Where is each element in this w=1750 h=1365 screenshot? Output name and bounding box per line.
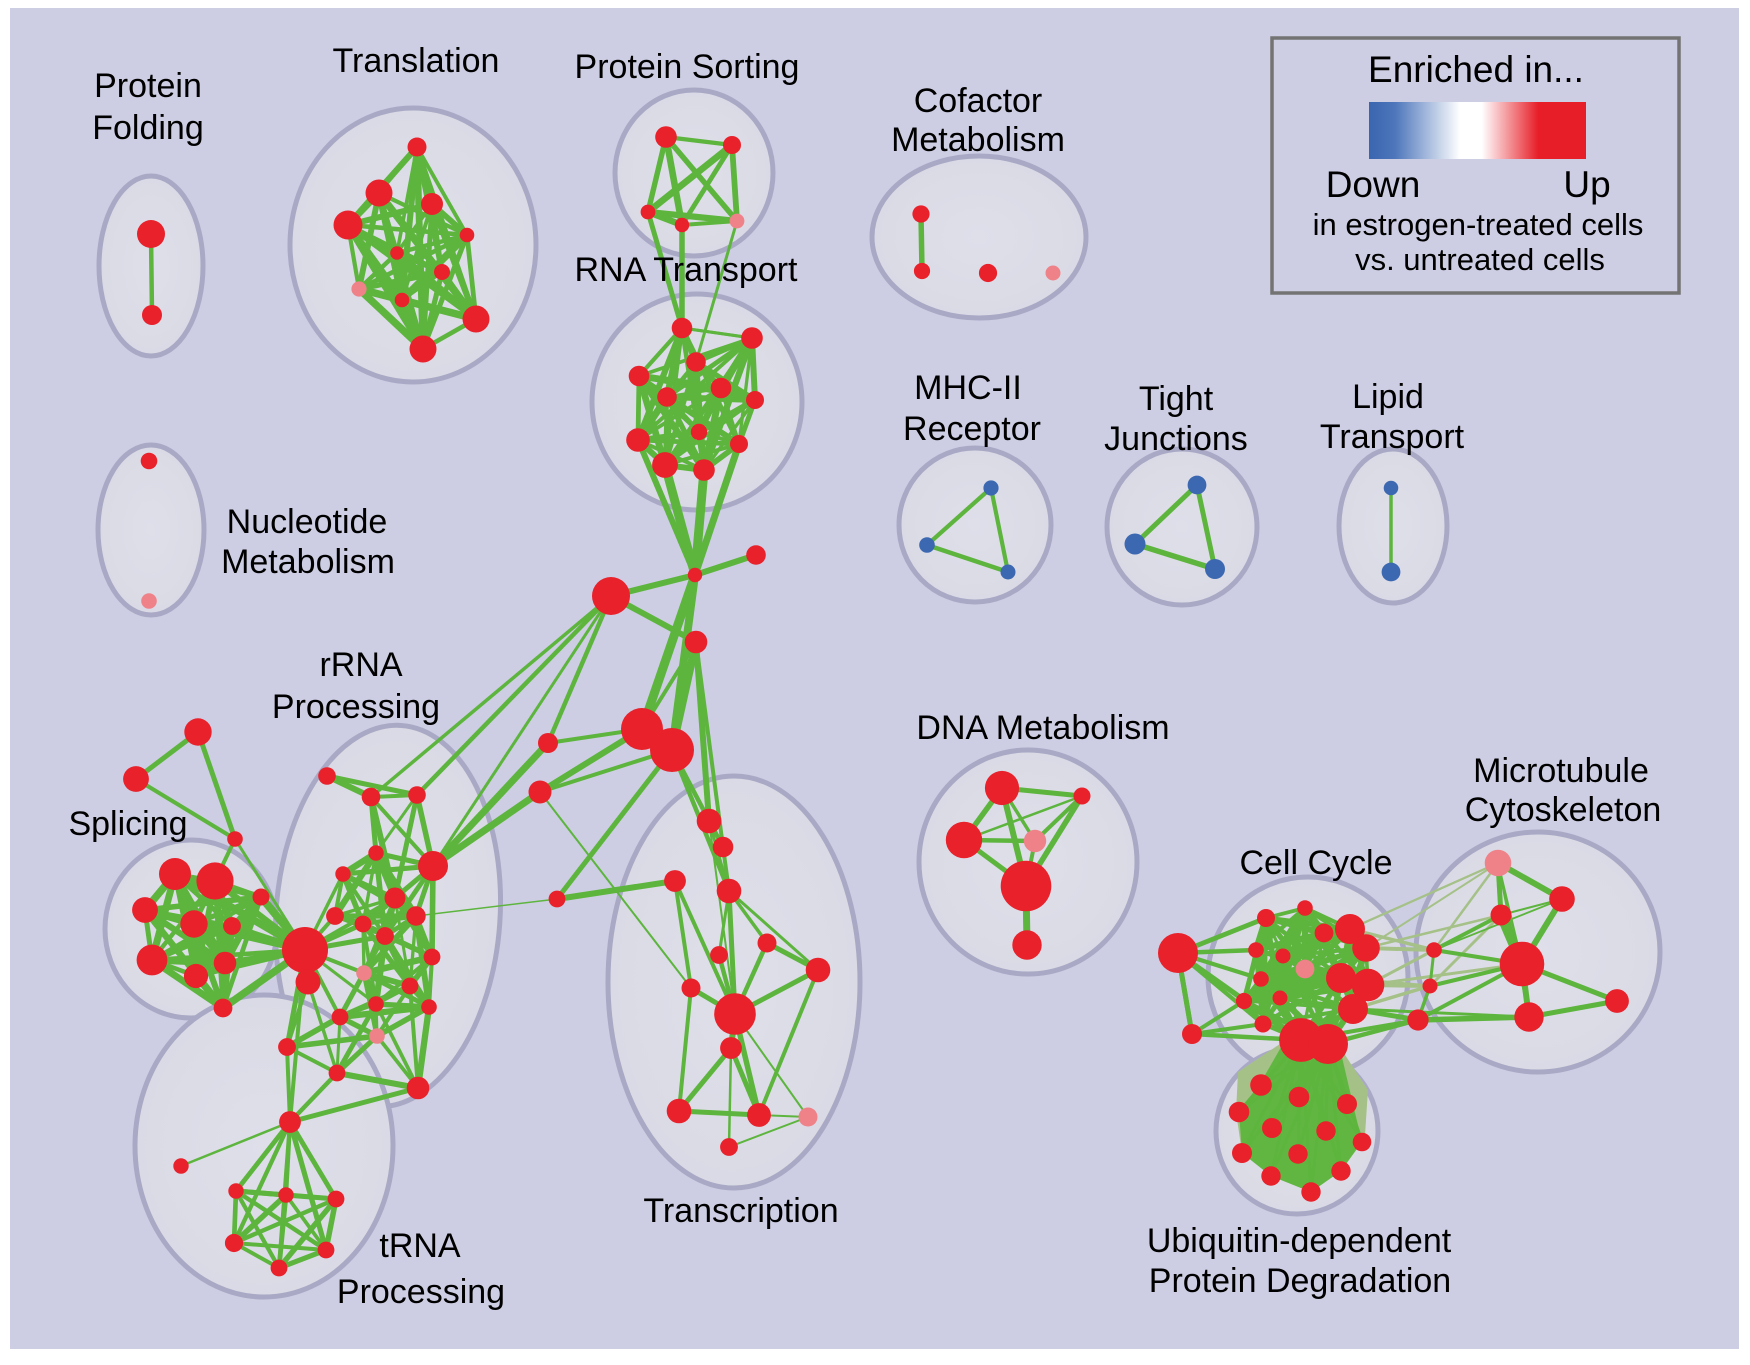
svg-text:RNA Transport: RNA Transport (575, 251, 799, 289)
svg-text:Protein Degradation: Protein Degradation (1149, 1262, 1451, 1300)
svg-text:Ubiquitin-dependent: Ubiquitin-dependent (1147, 1222, 1452, 1260)
svg-text:vs. untreated cells: vs. untreated cells (1355, 242, 1605, 277)
svg-text:DNA Metabolism: DNA Metabolism (916, 709, 1169, 747)
svg-text:Microtubule: Microtubule (1473, 752, 1649, 790)
svg-text:Cofactor: Cofactor (914, 82, 1043, 120)
svg-text:Folding: Folding (92, 109, 204, 147)
svg-text:tRNA: tRNA (379, 1227, 461, 1265)
svg-text:in estrogen-treated cells: in estrogen-treated cells (1313, 207, 1644, 242)
svg-text:Processing: Processing (272, 688, 440, 726)
svg-text:Up: Up (1563, 164, 1610, 205)
svg-text:Splicing: Splicing (68, 805, 187, 843)
svg-text:Translation: Translation (333, 42, 500, 80)
svg-text:Cell Cycle: Cell Cycle (1239, 844, 1392, 882)
svg-text:MHC-II: MHC-II (914, 369, 1022, 407)
svg-text:Lipid: Lipid (1352, 378, 1424, 416)
svg-text:Tight: Tight (1139, 380, 1214, 418)
svg-text:Metabolism: Metabolism (221, 543, 395, 581)
svg-text:Down: Down (1326, 164, 1421, 205)
svg-text:Cytoskeleton: Cytoskeleton (1465, 791, 1662, 829)
svg-text:Receptor: Receptor (903, 410, 1041, 448)
svg-text:Junctions: Junctions (1104, 420, 1248, 458)
svg-text:Metabolism: Metabolism (891, 121, 1065, 159)
svg-text:Transport: Transport (1320, 418, 1465, 456)
svg-text:Enriched in...: Enriched in... (1368, 49, 1584, 90)
svg-text:Protein Sorting: Protein Sorting (575, 48, 800, 86)
svg-text:Protein: Protein (94, 67, 202, 105)
svg-text:Processing: Processing (337, 1273, 505, 1311)
svg-text:Nucleotide: Nucleotide (227, 503, 388, 541)
svg-text:rRNA: rRNA (319, 646, 402, 684)
svg-text:Transcription: Transcription (643, 1192, 838, 1230)
